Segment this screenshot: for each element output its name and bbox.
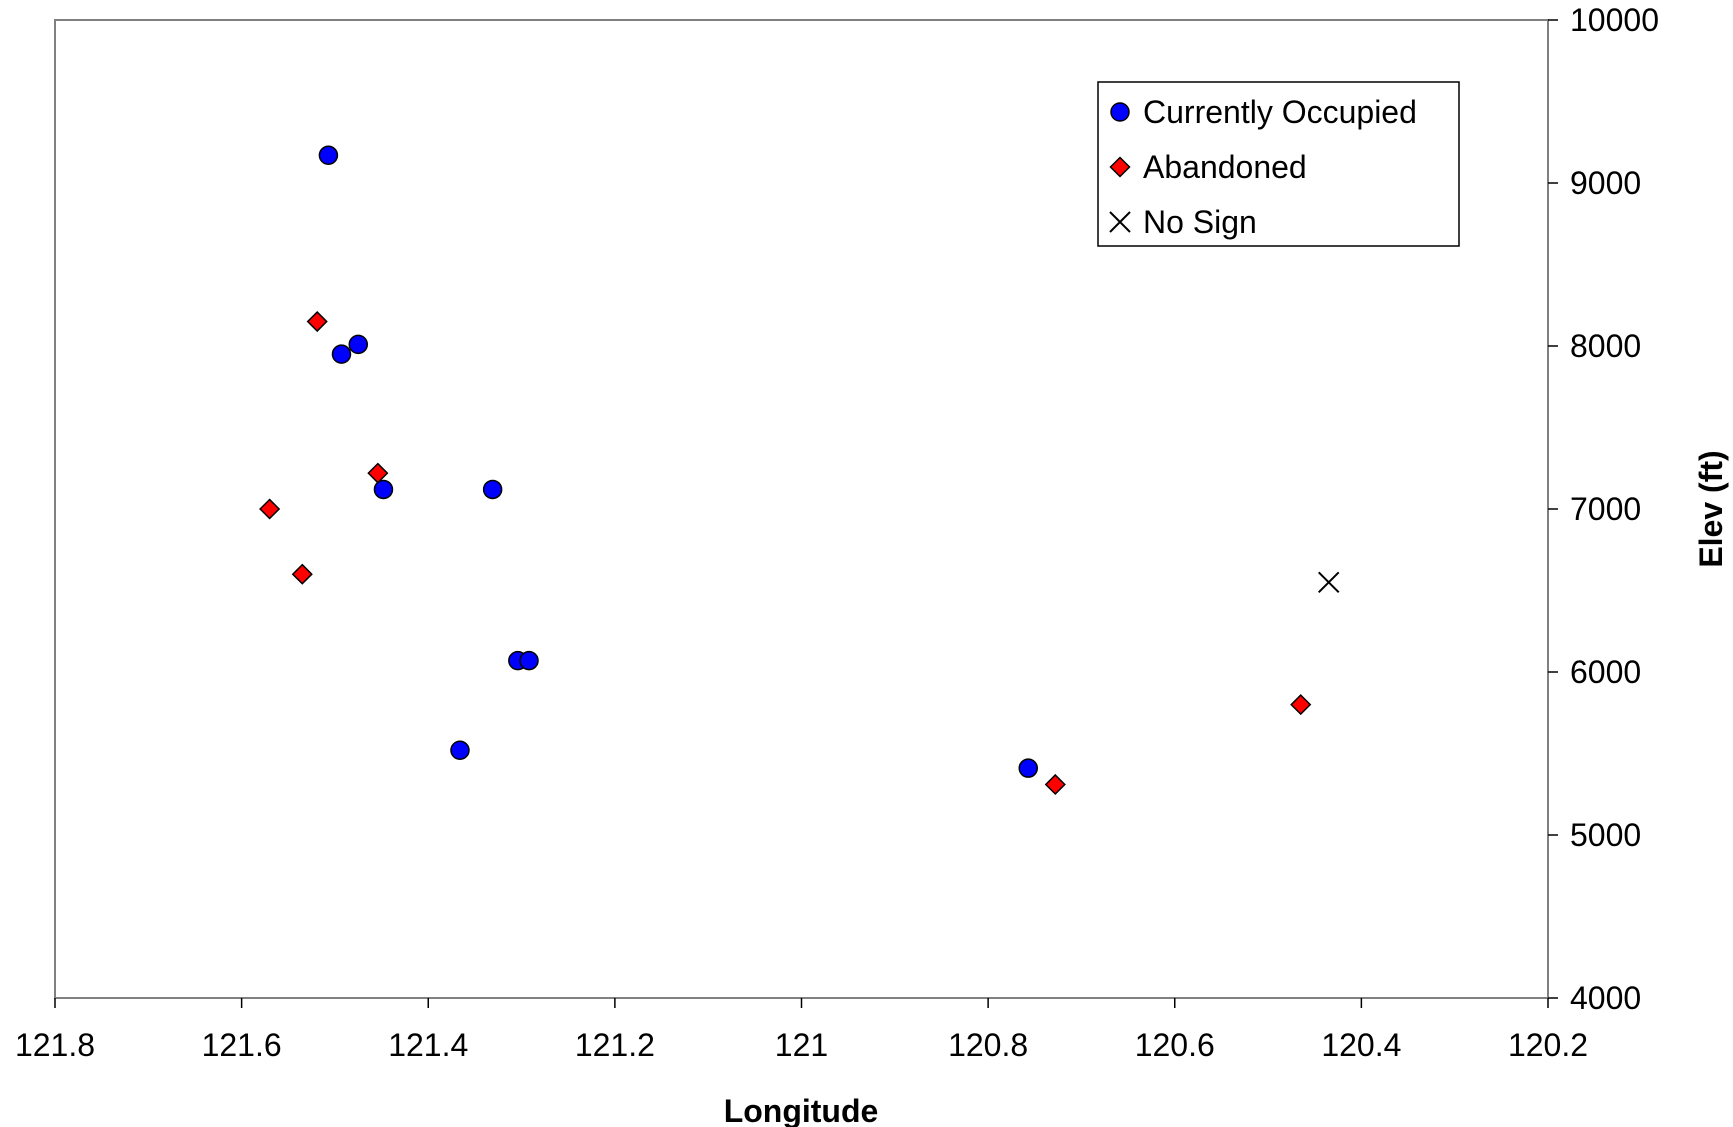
y-tick-label: 8000 bbox=[1570, 328, 1641, 364]
data-point-abandoned bbox=[367, 462, 389, 484]
legend-label-currently-occupied: Currently Occupied bbox=[1143, 94, 1417, 130]
x-axis-title: Longitude bbox=[724, 1093, 879, 1127]
y-tick-label: 4000 bbox=[1570, 980, 1641, 1016]
x-tick-label: 121.4 bbox=[388, 1027, 468, 1063]
data-point-currently-occupied bbox=[318, 145, 339, 166]
y-axis: 4000 5000 6000 7000 8000 9000 10000 bbox=[1548, 2, 1659, 1016]
x-tick-label: 121 bbox=[775, 1027, 828, 1063]
data-point-abandoned bbox=[1044, 773, 1066, 796]
y-tick-label: 5000 bbox=[1570, 817, 1641, 853]
x-tick-label: 120.8 bbox=[948, 1027, 1028, 1063]
data-point-abandoned bbox=[291, 563, 313, 585]
x-tick-label: 121.8 bbox=[15, 1027, 95, 1063]
y-tick-label: 7000 bbox=[1570, 491, 1641, 527]
data-point-abandoned bbox=[306, 310, 328, 333]
data-point-abandoned bbox=[1290, 694, 1312, 716]
legend-label-no-sign: No Sign bbox=[1143, 204, 1257, 240]
data-point-currently-occupied bbox=[1018, 758, 1038, 778]
y-tick-label: 6000 bbox=[1570, 654, 1641, 690]
data-point-currently-occupied bbox=[373, 479, 394, 500]
x-tick-label: 120.4 bbox=[1321, 1027, 1401, 1063]
data-point-abandoned bbox=[259, 498, 281, 520]
legend-marker-currently-occupied bbox=[1110, 102, 1130, 122]
data-point-currently-occupied bbox=[519, 650, 539, 671]
data-point-no-sign bbox=[1318, 571, 1340, 594]
legend: Currently Occupied Abandoned No Sign bbox=[1097, 81, 1460, 247]
y-tick-label: 10000 bbox=[1570, 2, 1659, 38]
legend-marker-no-sign bbox=[1109, 211, 1131, 233]
y-tick-label: 9000 bbox=[1570, 165, 1641, 201]
x-tick-label: 121.2 bbox=[575, 1027, 655, 1063]
x-tick-label: 120.2 bbox=[1508, 1027, 1588, 1063]
legend-box bbox=[1097, 81, 1460, 247]
x-axis: 121.8 121.6 121.4 121.2 121 120.8 120.6 120.4 12… bbox=[15, 998, 1588, 1063]
x-tick-label: 120.6 bbox=[1135, 1027, 1215, 1063]
x-tick-label: 121.6 bbox=[202, 1027, 282, 1063]
data-point-currently-occupied bbox=[348, 334, 369, 355]
data-points bbox=[259, 145, 1340, 796]
data-point-currently-occupied bbox=[482, 479, 503, 500]
legend-label-abandoned: Abandoned bbox=[1143, 149, 1307, 185]
data-point-currently-occupied bbox=[450, 740, 470, 760]
y-axis-title: Elev (ft) bbox=[1693, 450, 1729, 567]
data-point-currently-occupied bbox=[331, 344, 352, 364]
legend-marker-abandoned bbox=[1109, 156, 1131, 178]
